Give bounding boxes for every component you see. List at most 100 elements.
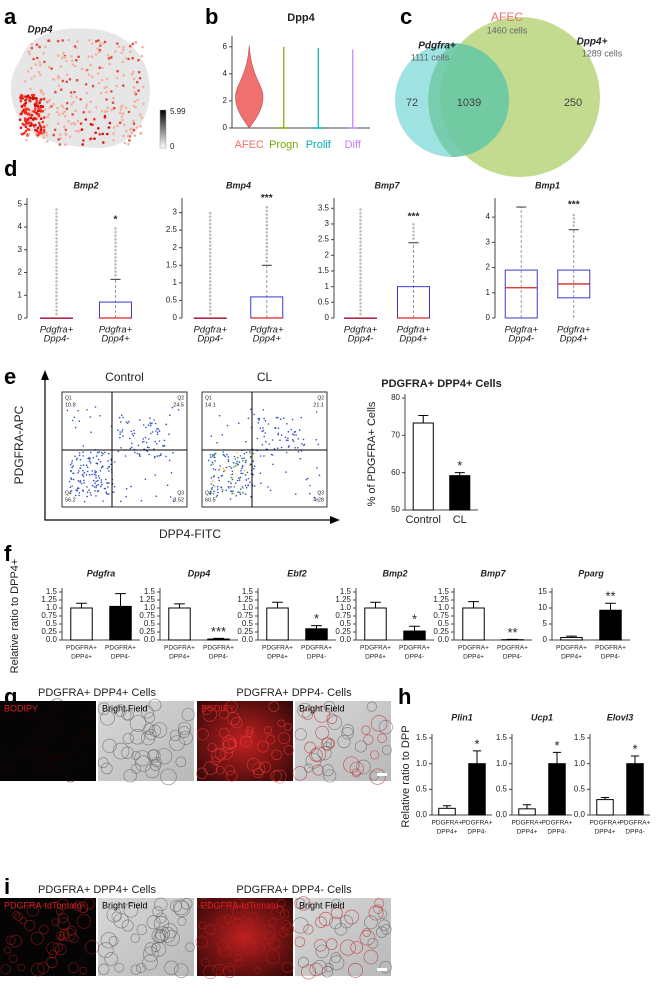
x-tick-label: PDGFRA+ bbox=[590, 820, 621, 827]
cell bbox=[223, 737, 236, 750]
flow-event bbox=[269, 489, 272, 492]
umap-cell bbox=[38, 131, 41, 135]
flow-event bbox=[297, 450, 300, 453]
x-tick-label: DPP4+ bbox=[595, 829, 616, 836]
y-tick-label: 0.0 bbox=[416, 810, 428, 819]
y-tick-label: 1.5 bbox=[496, 733, 508, 742]
cell bbox=[123, 769, 137, 783]
flow-event bbox=[213, 475, 215, 477]
umap-cell bbox=[28, 52, 31, 56]
y-tick-label: 0.5 bbox=[496, 784, 508, 793]
umap-cell bbox=[87, 55, 90, 58]
umap-cell bbox=[107, 57, 111, 60]
flow-event bbox=[153, 457, 156, 459]
x-tick-label: AFEC bbox=[235, 139, 264, 151]
flow-event bbox=[76, 489, 78, 492]
y-tick-label: 1.0 bbox=[144, 603, 156, 612]
umap-cell bbox=[42, 92, 45, 96]
cell bbox=[216, 939, 228, 951]
umap-cell bbox=[59, 88, 63, 91]
cell bbox=[152, 906, 164, 917]
venn-title: AFEC bbox=[491, 10, 523, 24]
flow-event bbox=[229, 465, 231, 468]
umap-cell bbox=[34, 63, 38, 66]
cell bbox=[48, 950, 57, 959]
x-tick-label: Prolif bbox=[306, 139, 332, 151]
flow-event bbox=[156, 431, 159, 434]
cell bbox=[203, 761, 218, 775]
flow-event bbox=[166, 484, 169, 487]
umap-cell bbox=[98, 133, 102, 136]
cell bbox=[270, 770, 282, 782]
flow-event bbox=[209, 454, 212, 456]
umap-cell bbox=[129, 50, 132, 53]
cell bbox=[4, 739, 19, 753]
umap-cell bbox=[91, 84, 95, 88]
y-tick-label: 5 bbox=[18, 199, 23, 208]
umap-cell bbox=[37, 133, 40, 137]
flow-event bbox=[244, 461, 247, 464]
y-tick-label: 0 bbox=[543, 635, 548, 644]
umap-cell bbox=[127, 134, 130, 138]
x-tick-label: DPP4- bbox=[111, 654, 130, 661]
flow-event bbox=[235, 495, 238, 497]
flow-event bbox=[91, 484, 94, 487]
flow-event bbox=[91, 473, 93, 476]
flow-event bbox=[86, 466, 89, 469]
cell bbox=[102, 738, 117, 754]
umap-cell bbox=[30, 114, 34, 117]
flow-event bbox=[302, 438, 305, 441]
flow-event bbox=[106, 481, 108, 484]
umap-cell bbox=[89, 123, 93, 126]
flow-event bbox=[273, 448, 276, 450]
panel-label: i bbox=[4, 874, 10, 899]
cell bbox=[326, 713, 338, 725]
y-tick-label: 0.25 bbox=[139, 627, 155, 636]
umap-cell bbox=[141, 85, 145, 89]
flow-event bbox=[97, 479, 99, 482]
umap-cell bbox=[75, 95, 78, 99]
bar bbox=[168, 607, 191, 641]
venn-overlap bbox=[428, 43, 509, 157]
cell bbox=[265, 950, 280, 965]
umap-cell bbox=[87, 110, 91, 114]
flow-event bbox=[130, 446, 133, 449]
chart-title: Bmp7 bbox=[480, 568, 506, 578]
cell bbox=[151, 722, 168, 738]
micrograph-title: PDGFRA+ DPP4+ Cells bbox=[38, 884, 156, 896]
flow-event bbox=[225, 466, 228, 469]
umap-cell bbox=[106, 132, 109, 136]
umap-cell bbox=[65, 73, 69, 76]
cell bbox=[321, 966, 334, 978]
y-tick-label: 10 bbox=[538, 603, 547, 612]
flow-event bbox=[88, 489, 90, 491]
flow-event bbox=[95, 455, 98, 457]
umap-cell bbox=[142, 102, 145, 106]
umap-cell bbox=[27, 132, 31, 136]
y-tick-label: 2 bbox=[223, 96, 228, 105]
flow-event bbox=[291, 418, 294, 421]
flow-event bbox=[168, 459, 171, 462]
flow-event bbox=[78, 452, 81, 454]
y-tick-label: 1.25 bbox=[139, 595, 155, 604]
cell bbox=[268, 701, 280, 712]
flow-event bbox=[97, 475, 100, 477]
flow-event bbox=[113, 491, 115, 493]
flow-event bbox=[144, 436, 147, 439]
umap-cell bbox=[36, 104, 40, 108]
quadrant-value: 24.5 bbox=[173, 402, 184, 408]
cell bbox=[144, 942, 158, 955]
cell bbox=[281, 920, 292, 931]
channel-label: Bright Field bbox=[299, 900, 345, 910]
flow-event bbox=[233, 486, 236, 488]
bar bbox=[438, 807, 456, 816]
umap-cell bbox=[44, 131, 48, 134]
umap-cell bbox=[36, 126, 40, 130]
bar bbox=[518, 808, 536, 816]
panel-label: e bbox=[4, 364, 16, 389]
umap-cell bbox=[130, 131, 134, 135]
umap-cell bbox=[35, 99, 38, 103]
flow-event bbox=[102, 500, 104, 502]
x-tick-label: Pdgfra+ bbox=[557, 325, 591, 336]
umap-cell bbox=[56, 106, 59, 110]
